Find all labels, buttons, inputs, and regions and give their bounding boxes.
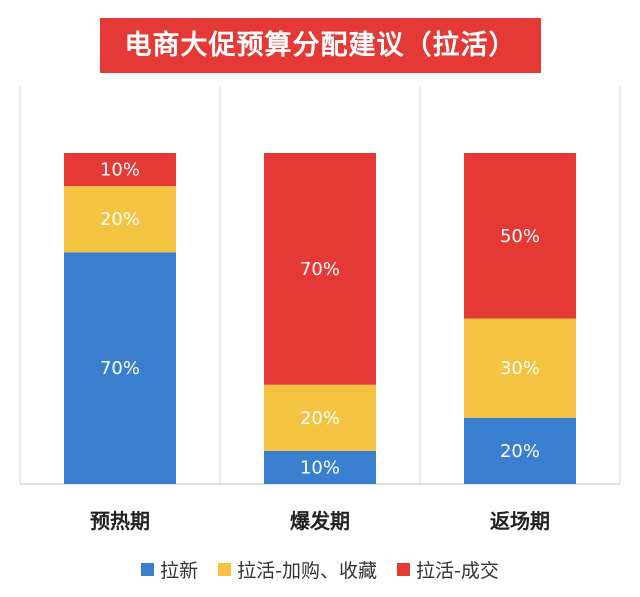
bar-segment-1-0: [264, 450, 376, 484]
bar-segment-2-0: [464, 417, 576, 484]
legend: 拉新 拉活-加购、收藏 拉活-成交: [0, 554, 640, 584]
data-label-2-2: 50%: [500, 226, 540, 247]
legend-swatch-lanew: [141, 562, 155, 576]
data-label-0-0: 70%: [100, 358, 140, 379]
data-label-0-1: 20%: [100, 209, 140, 230]
category-label-1: 爆发期: [290, 509, 350, 533]
chart-title: 电商大促预算分配建议（拉活）: [100, 18, 541, 73]
legend-item-lanew: 拉新: [141, 556, 198, 583]
category-label-0: 预热期: [90, 509, 150, 533]
bar-segment-2-2: [464, 153, 576, 319]
bar-segment-0-1: [64, 186, 176, 253]
legend-swatch-deal: [397, 562, 410, 576]
bar-segment-1-1: [264, 384, 376, 451]
data-label-2-0: 20%: [500, 441, 540, 462]
data-label-1-1: 20%: [300, 408, 340, 429]
legend-item-cart: 拉活-加购、收藏: [218, 556, 377, 583]
legend-label-cart: 拉活-加购、收藏: [237, 559, 377, 582]
legend-label-deal: 拉活-成交: [416, 559, 499, 582]
data-label-0-2: 10%: [100, 160, 140, 181]
data-label-1-0: 10%: [300, 457, 340, 478]
data-label-1-2: 70%: [300, 259, 340, 280]
legend-label-lanew: 拉新: [160, 559, 199, 582]
data-label-2-1: 30%: [500, 358, 540, 379]
bar-segment-1-2: [264, 153, 376, 385]
bar-segment-2-1: [464, 318, 576, 418]
bar-segment-0-2: [64, 153, 176, 187]
legend-item-deal: 拉活-成交: [397, 556, 499, 583]
bar-segment-0-0: [64, 252, 176, 484]
legend-swatch-cart: [218, 562, 232, 576]
category-label-2: 返场期: [490, 509, 550, 533]
